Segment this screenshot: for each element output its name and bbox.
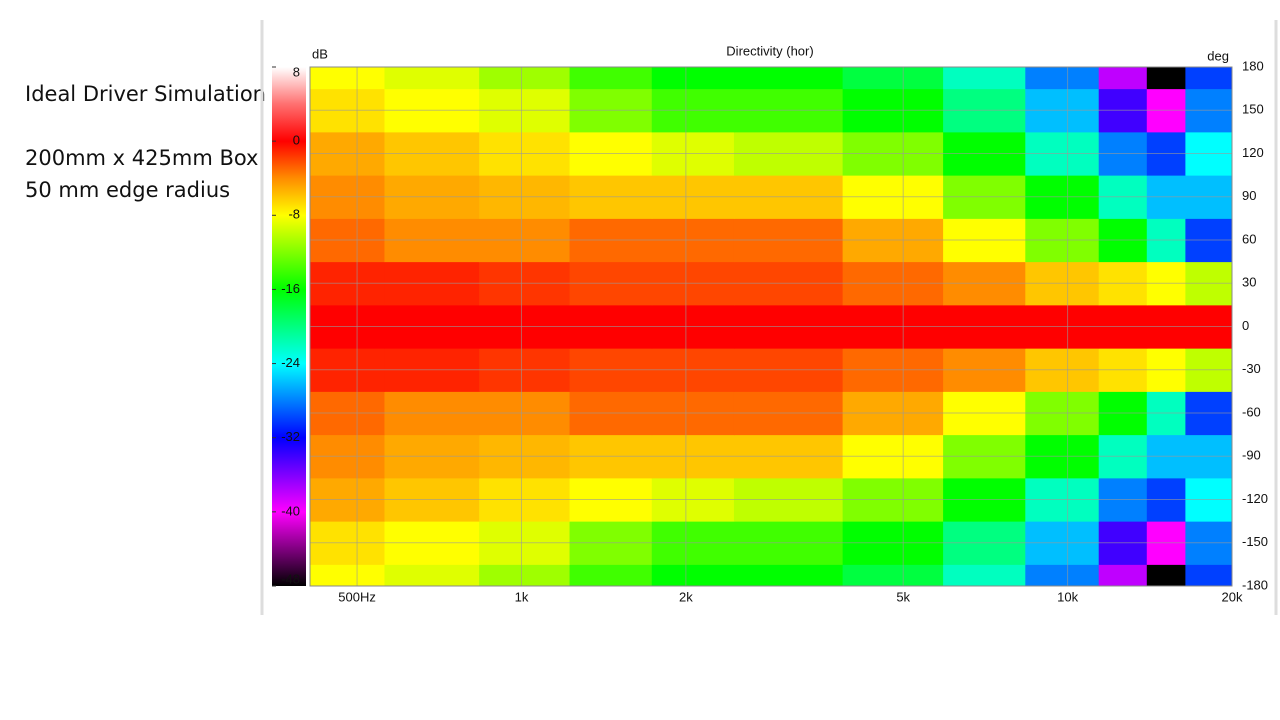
heat-cell — [1185, 564, 1233, 587]
note: 200mm x 425mm Box — [25, 146, 259, 170]
heat-cell — [384, 67, 480, 90]
y-tick-label: -120 — [1242, 491, 1268, 506]
y-tick-label: -90 — [1242, 448, 1261, 463]
heat-cell — [1146, 564, 1186, 587]
heat-cell — [1185, 67, 1233, 90]
y-tick-label: -60 — [1242, 404, 1261, 419]
x-tick-label: 1k — [515, 589, 529, 604]
y-tick-label: 90 — [1242, 188, 1256, 203]
y-tick-label: -180 — [1242, 577, 1268, 592]
heat-cell — [1025, 564, 1100, 587]
heat-cell — [943, 67, 1026, 90]
x-tick-label: 10k — [1057, 589, 1078, 604]
x-tick-label: 5k — [896, 589, 910, 604]
y-tick-label: 150 — [1242, 102, 1264, 117]
x-tick-label: 2k — [679, 589, 693, 604]
colorbar-tick-label: -40 — [281, 503, 300, 518]
heat-cell — [1098, 564, 1148, 587]
heat-cell — [1098, 67, 1148, 90]
colorbar-tick-label: -32 — [281, 429, 300, 444]
y-tick-label: 30 — [1242, 275, 1256, 290]
y-tick-label: -150 — [1242, 534, 1268, 549]
notes: Ideal Driver Simulation 200mm x 425mm Bo… — [25, 78, 266, 206]
heat-cell — [651, 67, 735, 90]
chart-title: Directivity (hor) — [726, 43, 813, 58]
y-tick-label: 180 — [1242, 58, 1264, 73]
heat-cell — [310, 67, 385, 90]
y-tick-label: 0 — [1242, 318, 1249, 333]
colorbar-tick-label: -24 — [281, 355, 300, 370]
heat-cell — [733, 67, 844, 90]
heat-cell — [479, 67, 571, 90]
x-tick-label: 500Hz — [338, 589, 376, 604]
colorbar-tick-label: -8 — [288, 207, 300, 222]
colorbar — [272, 67, 306, 586]
y-tick-label: 120 — [1242, 145, 1264, 160]
note: Ideal Driver Simulation — [25, 82, 266, 106]
y-axis-label: deg — [1207, 48, 1229, 63]
colorbar-tick-label: -16 — [281, 281, 300, 296]
colorbar-tick-label: 8 — [293, 64, 300, 79]
heat-cell — [1025, 67, 1100, 90]
heat-cell — [733, 564, 844, 587]
heat-cell — [310, 564, 385, 587]
colorbar-label: dB — [312, 46, 328, 61]
heat-cell — [384, 564, 480, 587]
heat-cell — [651, 564, 735, 587]
heat-cell — [569, 67, 653, 90]
note: 50 mm edge radius — [25, 178, 231, 202]
heat-cell — [569, 564, 653, 587]
plot-border — [309, 66, 1233, 587]
y-tick-label: 60 — [1242, 231, 1256, 246]
heat-cell — [842, 67, 944, 90]
heat-cell — [479, 564, 571, 587]
y-tick-label: -30 — [1242, 361, 1261, 376]
colorbar-tick-label: 0 — [293, 133, 300, 148]
heat-cell — [1146, 67, 1186, 90]
colorbar-tick-label: -48 — [281, 571, 300, 586]
heat-cell — [943, 564, 1026, 587]
x-tick-label: 20k — [1222, 589, 1243, 604]
heat-cell — [842, 564, 944, 587]
